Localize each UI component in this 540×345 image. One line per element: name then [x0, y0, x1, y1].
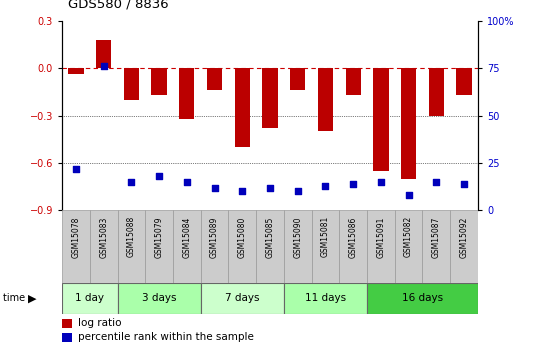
Bar	[124, 68, 139, 100]
Bar	[62, 319, 72, 328]
Bar	[62, 283, 118, 314]
Bar	[145, 210, 173, 283]
Bar	[173, 210, 201, 283]
Bar	[90, 210, 118, 283]
Text: GSM15091: GSM15091	[376, 216, 386, 258]
Text: GSM15092: GSM15092	[460, 216, 469, 258]
Bar	[96, 40, 111, 68]
Point	[210, 185, 219, 190]
Bar	[256, 210, 284, 283]
Bar	[69, 68, 84, 75]
Text: GSM15085: GSM15085	[266, 216, 274, 258]
Text: GDS580 / 8836: GDS580 / 8836	[68, 0, 168, 10]
Point	[349, 181, 357, 187]
Bar	[235, 68, 250, 147]
Point	[127, 179, 136, 185]
Point	[155, 174, 164, 179]
Point	[99, 63, 108, 69]
Bar	[450, 210, 478, 283]
Bar	[456, 68, 471, 95]
Text: 1 day: 1 day	[75, 294, 104, 303]
Point	[321, 183, 330, 188]
Text: GSM15080: GSM15080	[238, 216, 247, 258]
Bar	[312, 210, 339, 283]
Point	[460, 181, 468, 187]
Bar	[228, 210, 256, 283]
Bar	[179, 68, 194, 119]
Bar	[284, 283, 367, 314]
Text: GSM15090: GSM15090	[293, 216, 302, 258]
Point	[404, 193, 413, 198]
Bar	[318, 68, 333, 131]
Bar	[367, 283, 478, 314]
Point	[376, 179, 385, 185]
Text: GSM15082: GSM15082	[404, 216, 413, 257]
Bar	[201, 210, 228, 283]
Bar	[339, 210, 367, 283]
Bar	[201, 283, 284, 314]
Text: GSM15089: GSM15089	[210, 216, 219, 258]
Text: ▶: ▶	[28, 294, 37, 303]
Text: 11 days: 11 days	[305, 294, 346, 303]
Bar	[422, 210, 450, 283]
Bar	[401, 68, 416, 179]
Text: GSM15079: GSM15079	[154, 216, 164, 258]
Text: GSM15088: GSM15088	[127, 216, 136, 257]
Text: 16 days: 16 days	[402, 294, 443, 303]
Point	[183, 179, 191, 185]
Bar	[367, 210, 395, 283]
Text: GSM15084: GSM15084	[183, 216, 191, 258]
Point	[72, 166, 80, 171]
Text: time: time	[3, 294, 28, 303]
Point	[432, 179, 441, 185]
Text: GSM15081: GSM15081	[321, 216, 330, 257]
Bar	[346, 68, 361, 95]
Bar	[62, 333, 72, 342]
Text: GSM15087: GSM15087	[432, 216, 441, 258]
Bar	[118, 283, 201, 314]
Text: GSM15078: GSM15078	[71, 216, 80, 258]
Point	[238, 189, 247, 194]
Point	[293, 189, 302, 194]
Text: 3 days: 3 days	[142, 294, 177, 303]
Text: 7 days: 7 days	[225, 294, 260, 303]
Text: percentile rank within the sample: percentile rank within the sample	[78, 332, 254, 342]
Bar	[262, 68, 278, 128]
Text: GSM15083: GSM15083	[99, 216, 108, 258]
Text: log ratio: log ratio	[78, 318, 122, 328]
Bar	[62, 210, 90, 283]
Bar	[373, 68, 388, 171]
Bar	[395, 210, 422, 283]
Bar	[284, 210, 312, 283]
Bar	[152, 68, 167, 95]
Bar	[290, 68, 305, 90]
Bar	[429, 68, 444, 116]
Text: GSM15086: GSM15086	[349, 216, 357, 258]
Bar	[118, 210, 145, 283]
Bar	[207, 68, 222, 90]
Point	[266, 185, 274, 190]
